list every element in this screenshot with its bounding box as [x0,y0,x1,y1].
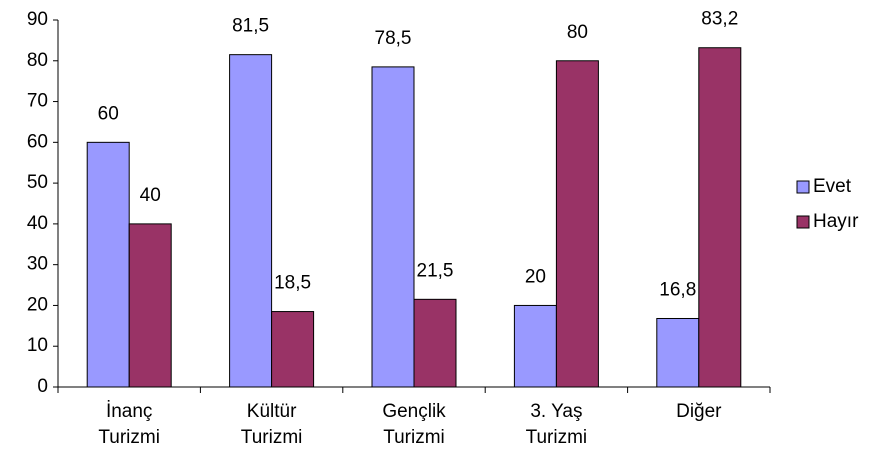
bar [128,223,172,388]
data-label: 20 [525,266,546,287]
data-label: 18,5 [274,273,311,294]
data-label: 16,8 [659,280,696,301]
bar [413,298,457,388]
data-label: 81,5 [232,16,269,37]
y-tick-label: 60 [27,131,48,152]
bar [513,304,557,388]
x-tick-label: Gençlik Turizmi [382,401,446,448]
data-label: 40 [140,185,161,206]
y-tick-label: 90 [27,9,48,30]
y-tick-label: 70 [27,91,48,112]
data-label: 78,5 [375,28,412,49]
x-tick-label: Kültür Turizmi [240,401,303,448]
data-label: 21,5 [417,260,454,281]
y-tick-label: 0 [37,376,48,397]
bar [371,66,415,388]
data-label: 80 [567,22,588,43]
legend-swatch [796,180,810,194]
bar [229,54,273,388]
y-tick-label: 50 [27,172,48,193]
bar [86,141,130,388]
bar [656,317,700,388]
x-tick-label: Diğer [676,401,722,422]
y-tick-label: 40 [27,213,48,234]
y-tick-label: 10 [27,335,48,356]
legend-label: Evet [813,176,852,197]
y-tick-label: 20 [27,294,48,315]
y-tick-label: 30 [27,254,48,275]
x-tick-label: İnanç Turizmi [98,401,160,448]
legend-swatch [796,215,810,229]
bar [271,311,315,388]
x-tick-label: 3. Yaş Turizmi [525,401,588,448]
bar [698,47,742,388]
y-tick-label: 80 [27,50,48,71]
data-label: 83,2 [701,9,738,30]
legend-label: Hayır [813,211,859,232]
data-label: 60 [98,103,119,124]
bar [555,60,599,388]
